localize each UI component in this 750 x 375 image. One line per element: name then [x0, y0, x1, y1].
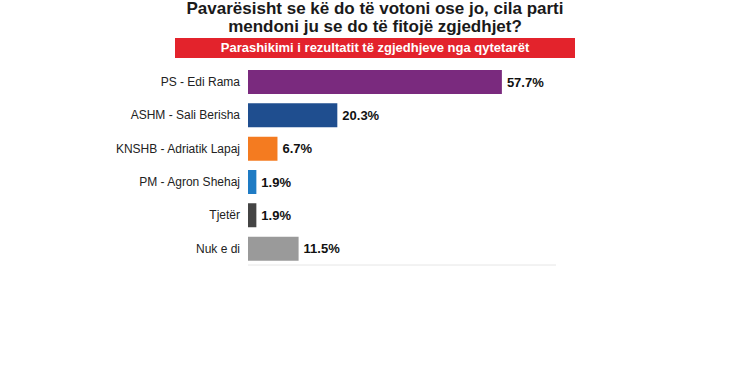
svg-text:1.9%: 1.9%	[261, 208, 291, 223]
svg-text:KNSHB - Adriatik Lapaj: KNSHB - Adriatik Lapaj	[116, 142, 240, 156]
svg-text:Tjetër: Tjetër	[209, 208, 240, 222]
svg-text:ASHM - Sali Berisha: ASHM - Sali Berisha	[131, 108, 241, 122]
html-text:Parashikimi i rezultatit të zg: Parashikimi i rezultatit të zgjedhjeve n…	[220, 40, 530, 55]
svg-text:PM - Agron Shehaj: PM - Agron Shehaj	[139, 175, 240, 189]
svg-text:57.7%: 57.7%	[507, 75, 544, 90]
svg-text:1.9%: 1.9%	[261, 175, 291, 190]
svg-text:PS - Edi Rama: PS - Edi Rama	[161, 75, 241, 89]
html-text:Pavarësisht se kë do të votoni: Pavarësisht se kë do të votoni ose jo, c…	[186, 0, 564, 36]
svg-text:11.5%: 11.5%	[304, 241, 341, 256]
svg-text:Nuk e di: Nuk e di	[196, 242, 240, 256]
svg-text:20.3%: 20.3%	[342, 108, 379, 123]
svg-text:6.7%: 6.7%	[282, 141, 312, 156]
